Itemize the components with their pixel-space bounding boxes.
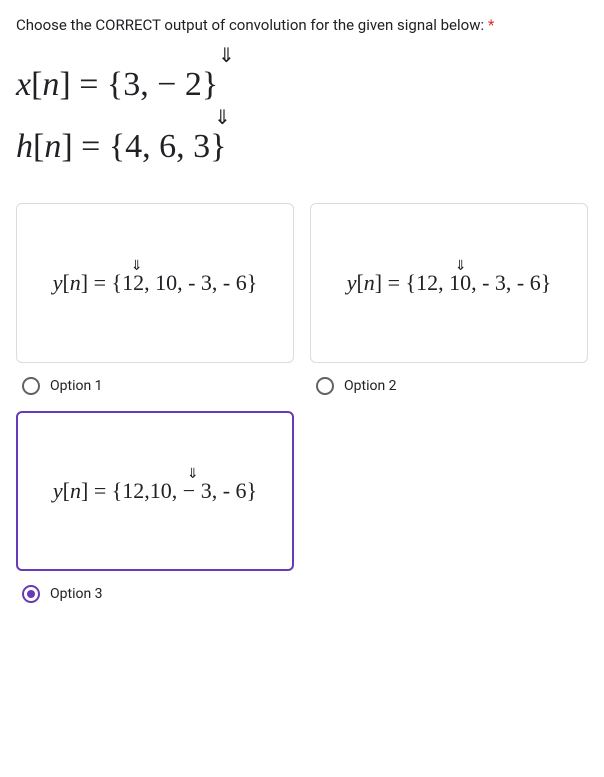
sig-x-set: {3, − 2}	[107, 66, 218, 103]
opt3-n: n	[70, 478, 81, 503]
options-grid: ⇓ y[n] = {12, 10, - 3, - 6} Option 1 ⇓ y…	[16, 203, 588, 603]
option-2-arrow-icon: ⇓	[455, 258, 467, 275]
option-2-label: Option 2	[344, 378, 397, 394]
option-1-arrow-icon: ⇓	[131, 258, 143, 275]
sig-x-n: n	[42, 66, 59, 103]
option-1-radio-row[interactable]: Option 1	[16, 377, 294, 395]
option-1-formula: ⇓ y[n] = {12, 10, - 3, - 6}	[53, 270, 258, 296]
sig-h-var: h	[16, 128, 33, 165]
option-2-radio[interactable]	[316, 377, 334, 395]
option-3-col: ⇓ y[n] = {12,10, − 3, - 6} Option 3	[16, 411, 294, 603]
option-3-radio-row[interactable]: Option 3	[16, 585, 294, 603]
opt1-lhs: y	[53, 270, 63, 295]
option-1-card[interactable]: ⇓ y[n] = {12, 10, - 3, - 6}	[16, 203, 294, 363]
sig-h-set: {4, 6, 3}	[109, 128, 227, 165]
option-3-label: Option 3	[50, 586, 103, 602]
opt3-set: {12,10, − 3, - 6}	[112, 478, 257, 503]
option-2-radio-row[interactable]: Option 2	[310, 377, 588, 395]
option-1-radio[interactable]	[22, 377, 40, 395]
option-3-formula: ⇓ y[n] = {12,10, − 3, - 6}	[53, 478, 257, 504]
option-3-arrow-icon: ⇓	[187, 466, 199, 483]
opt2-set: {12, 10, - 3, - 6}	[406, 270, 552, 295]
option-1-col: ⇓ y[n] = {12, 10, - 3, - 6} Option 1	[16, 203, 294, 395]
arrow-h-icon: ⇓	[214, 102, 231, 134]
required-asterisk: *	[488, 16, 494, 34]
option-2-col: ⇓ y[n] = {12, 10, - 3, - 6} Option 2	[310, 203, 588, 395]
option-3-card[interactable]: ⇓ y[n] = {12,10, − 3, - 6}	[16, 411, 294, 571]
opt2-n: n	[364, 270, 375, 295]
sig-x-var: x	[16, 66, 31, 103]
sig-h-n: n	[44, 128, 61, 165]
question-body: Choose the CORRECT output of convolution…	[16, 16, 484, 34]
opt3-lhs: y	[53, 478, 63, 503]
signal-h: ⇓ h[n] = {4, 6, 3}	[16, 120, 588, 174]
given-signals: ⇓ x[n] = {3, − 2} ⇓ h[n] = {4, 6, 3}	[16, 58, 588, 175]
option-3-radio[interactable]	[22, 585, 40, 603]
option-2-formula: ⇓ y[n] = {12, 10, - 3, - 6}	[347, 270, 552, 296]
option-2-card[interactable]: ⇓ y[n] = {12, 10, - 3, - 6}	[310, 203, 588, 363]
question-text: Choose the CORRECT output of convolution…	[16, 16, 588, 34]
opt2-lhs: y	[347, 270, 357, 295]
option-1-label: Option 1	[50, 378, 103, 394]
signal-x: ⇓ x[n] = {3, − 2}	[16, 58, 588, 112]
arrow-x-icon: ⇓	[218, 40, 235, 72]
opt1-n: n	[70, 270, 81, 295]
